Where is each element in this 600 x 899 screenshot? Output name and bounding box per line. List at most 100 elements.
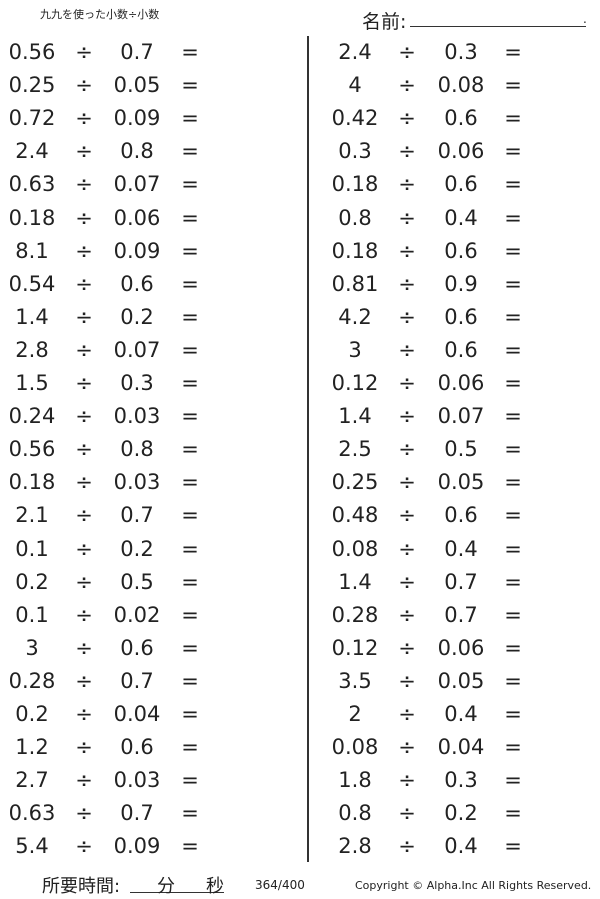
- dividend: 0.25: [8, 73, 56, 98]
- equals-sign: =: [504, 337, 522, 362]
- equals-sign: =: [504, 768, 522, 793]
- seconds-label: 秒: [206, 876, 224, 897]
- dividend: 2.5: [338, 437, 372, 462]
- equals-sign: =: [504, 73, 522, 98]
- divisor: 0.2: [120, 304, 154, 329]
- divide-sign: ÷: [75, 702, 93, 726]
- divisor: 0.7: [120, 668, 154, 693]
- divide-sign: ÷: [398, 668, 416, 693]
- equals-sign: =: [504, 271, 522, 296]
- dividend: 0.2: [15, 569, 49, 594]
- divide-sign: ÷: [398, 73, 416, 98]
- worksheet-title: 九九を使った小数÷小数: [40, 8, 160, 21]
- dividend: 0.12: [331, 371, 379, 395]
- equals-sign: =: [504, 602, 522, 627]
- dividend: 1.8: [338, 768, 372, 793]
- divide-sign: ÷: [75, 271, 93, 296]
- equals-sign: =: [181, 735, 199, 760]
- divisor: 0.7: [120, 503, 154, 528]
- dividend: 8.1: [15, 238, 49, 263]
- divide-sign: ÷: [75, 569, 93, 594]
- divide-sign: ÷: [398, 106, 416, 131]
- divisor: 0.04: [437, 735, 485, 760]
- divisor: 0.5: [444, 437, 478, 462]
- equals-sign: =: [504, 503, 522, 528]
- divisor: 0.6: [120, 271, 154, 296]
- divisor: 0.7: [444, 602, 478, 627]
- equals-sign: =: [181, 470, 199, 495]
- dividend: 0.08: [331, 536, 379, 561]
- equals-sign: =: [181, 834, 199, 859]
- equals-sign: =: [504, 205, 522, 230]
- divisor: 0.4: [444, 205, 478, 230]
- dividend: 0.81: [331, 271, 379, 296]
- divide-sign: ÷: [398, 172, 416, 197]
- time-field[interactable]: [130, 892, 224, 893]
- divisor: 0.05: [113, 73, 161, 98]
- divide-sign: ÷: [398, 569, 416, 594]
- divide-sign: ÷: [398, 702, 416, 726]
- divide-sign: ÷: [75, 172, 93, 197]
- equals-sign: =: [181, 569, 199, 594]
- divisor: 0.7: [444, 569, 478, 594]
- equals-sign: =: [181, 371, 199, 395]
- divisor: 0.6: [444, 337, 478, 362]
- divide-sign: ÷: [75, 635, 93, 660]
- divide-sign: ÷: [398, 139, 416, 164]
- equals-sign: =: [181, 40, 199, 64]
- divide-sign: ÷: [398, 238, 416, 263]
- divide-sign: ÷: [398, 470, 416, 495]
- equals-sign: =: [181, 404, 199, 429]
- divisor: 0.2: [120, 536, 154, 561]
- divisor: 0.6: [120, 735, 154, 760]
- divide-sign: ÷: [75, 139, 93, 164]
- dividend: 0.63: [8, 801, 56, 826]
- dividend: 0.18: [331, 172, 379, 197]
- equals-sign: =: [504, 106, 522, 131]
- divide-sign: ÷: [75, 371, 93, 395]
- copyright: Copyright © Alpha.Inc All Rights Reserve…: [355, 879, 592, 892]
- divide-sign: ÷: [75, 404, 93, 429]
- divide-sign: ÷: [398, 271, 416, 296]
- dividend: 0.28: [331, 602, 379, 627]
- equals-sign: =: [181, 304, 199, 329]
- equals-sign: =: [504, 569, 522, 594]
- equals-sign: =: [504, 735, 522, 760]
- equals-sign: =: [504, 470, 522, 495]
- equals-sign: =: [181, 337, 199, 362]
- dividend: 0.56: [8, 437, 56, 462]
- divisor: 0.03: [113, 768, 161, 793]
- divide-sign: ÷: [75, 470, 93, 495]
- divide-sign: ÷: [398, 602, 416, 627]
- dividend: 0.18: [331, 238, 379, 263]
- divisor: 0.8: [120, 139, 154, 164]
- name-field[interactable]: [410, 26, 586, 27]
- dividend: 4: [348, 73, 362, 98]
- dividend: 0.54: [8, 271, 56, 296]
- equals-sign: =: [181, 768, 199, 793]
- divisor: 0.03: [113, 404, 161, 429]
- divisor: 0.8: [120, 437, 154, 462]
- dividend: 2.4: [15, 139, 49, 164]
- equals-sign: =: [504, 437, 522, 462]
- equals-sign: =: [181, 172, 199, 197]
- equals-sign: =: [504, 635, 522, 660]
- dividend: 0.18: [8, 470, 56, 495]
- equals-sign: =: [181, 635, 199, 660]
- dividend: 3: [348, 337, 362, 362]
- equals-sign: =: [504, 404, 522, 429]
- dividend: 0.8: [338, 801, 372, 826]
- divisor: 0.6: [444, 304, 478, 329]
- equals-sign: =: [181, 801, 199, 826]
- dividend: 0.63: [8, 172, 56, 197]
- divisor: 0.4: [444, 702, 478, 726]
- divide-sign: ÷: [75, 106, 93, 131]
- equals-sign: =: [504, 801, 522, 826]
- page-number: 364/400: [255, 878, 305, 892]
- divisor: 0.6: [444, 106, 478, 131]
- dividend: 0.8: [338, 205, 372, 230]
- divisor: 0.03: [113, 470, 161, 495]
- dividend: 0.48: [331, 503, 379, 528]
- equals-sign: =: [181, 238, 199, 263]
- divide-sign: ÷: [398, 205, 416, 230]
